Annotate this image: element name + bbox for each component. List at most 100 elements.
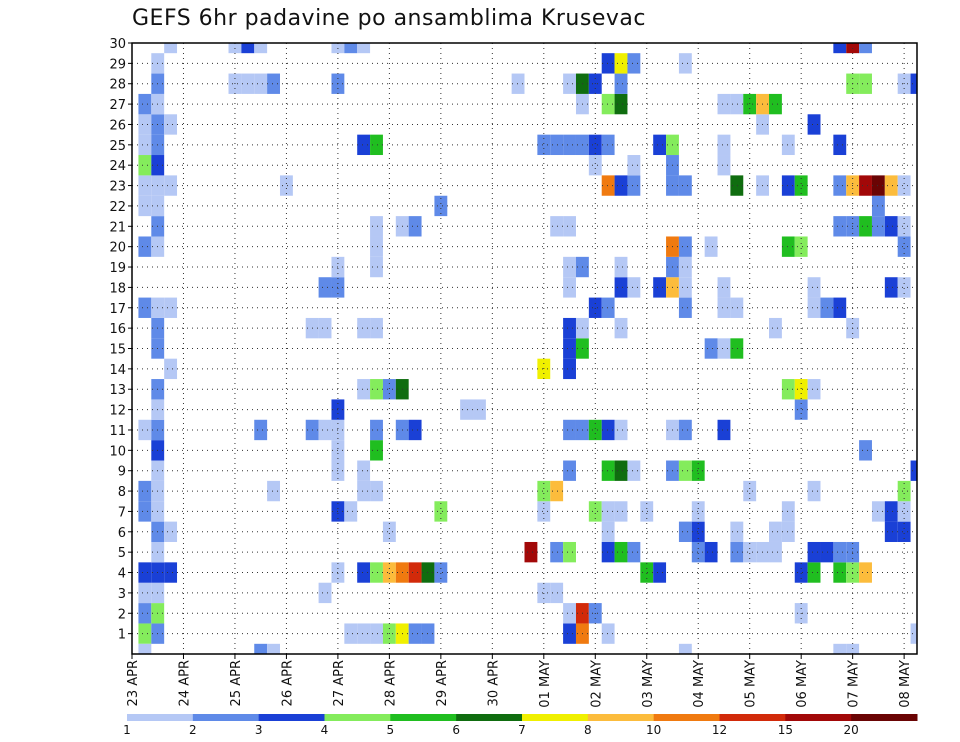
y-tick-label: 5 [118, 546, 126, 561]
heatmap-cell [653, 277, 667, 298]
heatmap-cell [344, 501, 358, 522]
heatmap-cell [730, 93, 744, 115]
heatmap-cell [588, 134, 602, 156]
colorbar-label: 1 [123, 723, 131, 737]
chart-title: GEFS 6hr padavine po ansamblima Krusevac [132, 6, 646, 31]
heatmap-cell [781, 521, 795, 542]
heatmap-cell [678, 521, 692, 542]
heatmap-cell [627, 155, 641, 176]
heatmap-cell [820, 297, 834, 318]
heatmap-cell [357, 623, 371, 644]
heatmap-cell [138, 419, 152, 441]
heatmap-cell [897, 480, 911, 502]
heatmap-cell [897, 277, 911, 298]
heatmap-cell [563, 277, 576, 298]
heatmap-cell [138, 155, 152, 176]
heatmap-cell [678, 419, 692, 441]
heatmap-cell [370, 256, 383, 278]
heatmap-cell [859, 216, 872, 237]
heatmap-cell [563, 317, 576, 339]
heatmap-cell [357, 480, 371, 502]
heatmap-cell [627, 175, 641, 196]
colorbar-label: 10 [646, 723, 661, 737]
y-tick-label: 19 [109, 261, 126, 276]
colorbar-swatch [587, 714, 655, 721]
heatmap-cell [871, 501, 885, 522]
heatmap-cell [678, 236, 692, 257]
heatmap-cell [691, 541, 705, 563]
y-tick-label: 16 [109, 322, 126, 337]
x-tick-label: 23 APR [126, 660, 141, 706]
heatmap-cell [601, 521, 615, 542]
x-tick-label: 06 MAY [795, 660, 810, 708]
heatmap-cell [138, 480, 152, 502]
heatmap-cell [357, 460, 371, 481]
heatmap-cell [254, 73, 268, 94]
x-tick-label: 24 APR [177, 660, 192, 706]
heatmap-cell [884, 521, 898, 542]
y-tick-label: 13 [109, 383, 126, 398]
heatmap-cell [614, 501, 628, 522]
heatmap-cell [164, 358, 178, 380]
colorbar-label: 6 [452, 723, 460, 737]
heatmap-cell [871, 175, 885, 196]
heatmap-cell [138, 297, 152, 318]
heatmap-cell [318, 582, 332, 604]
heatmap-cell [563, 73, 576, 94]
heatmap-cell [370, 440, 383, 461]
heatmap-cell [318, 419, 332, 441]
colorbar-swatch [258, 714, 325, 721]
y-tick-label: 23 [109, 180, 126, 195]
heatmap-cell [833, 297, 847, 318]
heatmap-cell [254, 419, 268, 441]
heatmap-cell [138, 134, 152, 156]
heatmap-cell [164, 175, 178, 196]
heatmap-cell [434, 562, 448, 583]
heatmap-cell [601, 175, 615, 196]
colorbar-swatch [456, 714, 523, 721]
y-tick-label: 18 [109, 281, 126, 296]
heatmap-cell [781, 175, 795, 196]
heatmap-cell [794, 175, 808, 196]
heatmap-cell [588, 155, 602, 176]
heatmap-cell [627, 277, 641, 298]
heatmap-cell [833, 562, 847, 583]
y-tick-label: 4 [118, 567, 126, 582]
heatmap-cell [884, 175, 898, 196]
x-axis: 23 APR 24 APR 25 APR 26 APR 27 APR 28 APR 29 A… [126, 654, 913, 708]
heatmap-cell [601, 134, 615, 156]
heatmap-cell [614, 93, 628, 115]
y-tick-label: 7 [118, 505, 126, 520]
heatmap-cell [730, 521, 744, 542]
heatmap-cell [678, 53, 692, 74]
heatmap-cell [138, 603, 152, 624]
heatmap-cell [627, 460, 641, 481]
heatmap-cell [678, 643, 692, 654]
x-tick-label: 28 APR [383, 660, 398, 706]
heatmap-cell [614, 419, 628, 441]
y-tick-label: 30 [109, 37, 126, 52]
heatmap-cell [897, 501, 911, 522]
heatmap-cell [614, 277, 628, 298]
heatmap-cell [833, 541, 847, 563]
heatmap-cell [730, 297, 744, 318]
heatmap-cell [833, 134, 847, 156]
heatmap-cell [781, 379, 795, 400]
heatmap-cell [563, 216, 576, 237]
heatmap-cell [550, 216, 564, 237]
heatmap-cell [408, 216, 422, 237]
heatmap-cell [807, 541, 821, 563]
heatmap-cell [563, 419, 576, 441]
heatmap-cell [614, 460, 628, 481]
heatmap-cell [370, 379, 383, 400]
x-tick-label: 25 APR [229, 660, 244, 706]
heatmap-cell [550, 582, 564, 604]
heatmap-cell [550, 480, 564, 502]
heatmap-cell [138, 114, 152, 135]
heatmap-cell [884, 216, 898, 237]
y-tick-label: 22 [109, 200, 126, 215]
y-tick-label: 21 [109, 220, 126, 235]
colorbar: 1 2 3 4 5 6 7 8 10 12 15 20 [123, 714, 918, 737]
heatmap-cell [267, 643, 280, 654]
heatmap-cell [717, 93, 731, 115]
